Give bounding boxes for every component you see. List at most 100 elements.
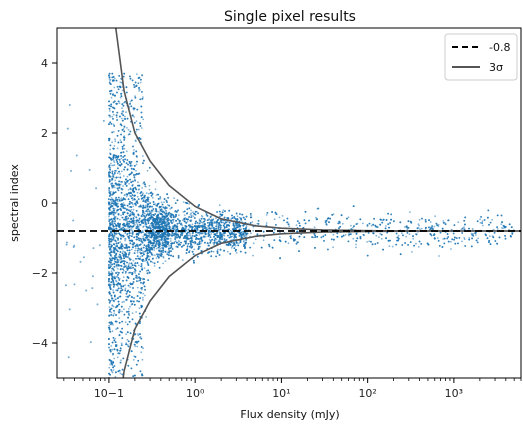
scatter-point bbox=[173, 228, 176, 231]
scatter-point bbox=[238, 216, 241, 219]
scatter-point bbox=[116, 172, 119, 175]
scatter-point bbox=[385, 225, 387, 227]
scatter-point bbox=[165, 210, 168, 213]
scatter-point bbox=[142, 250, 145, 253]
scatter-point bbox=[120, 197, 123, 200]
scatter-point bbox=[126, 343, 129, 346]
scatter-point bbox=[122, 381, 124, 383]
scatter-point bbox=[137, 188, 140, 191]
scatter-point bbox=[123, 147, 126, 150]
scatter-point bbox=[210, 233, 213, 235]
scatter-point bbox=[405, 235, 408, 238]
scatter-point bbox=[415, 242, 417, 245]
scatter-point bbox=[142, 347, 145, 350]
scatter-point bbox=[160, 201, 163, 204]
scatter-point bbox=[118, 384, 120, 386]
scatter-point bbox=[113, 207, 116, 210]
scatter-point bbox=[159, 196, 162, 199]
scatter-point bbox=[131, 229, 133, 232]
scatter-point bbox=[108, 324, 110, 327]
scatter-point bbox=[397, 234, 400, 237]
scatter-point bbox=[172, 221, 175, 223]
scatter-point bbox=[113, 77, 116, 80]
scatter-point bbox=[114, 140, 117, 143]
scatter-point bbox=[185, 227, 187, 230]
scatter-point bbox=[140, 288, 143, 291]
scatter-point bbox=[238, 242, 240, 245]
scatter-point bbox=[148, 224, 151, 227]
scatter-point bbox=[243, 235, 246, 238]
scatter-point bbox=[122, 110, 124, 112]
scatter-point bbox=[134, 223, 136, 226]
scatter-point bbox=[145, 204, 147, 207]
scatter-point bbox=[418, 218, 421, 221]
scatter-point bbox=[130, 195, 133, 198]
scatter-point bbox=[110, 345, 113, 347]
scatter-point bbox=[226, 250, 229, 253]
scatter-point bbox=[434, 215, 436, 218]
scatter-point bbox=[153, 265, 156, 267]
scatter-point bbox=[144, 185, 147, 188]
scatter-point bbox=[121, 301, 124, 304]
scatter-point bbox=[352, 226, 354, 229]
scatter-point bbox=[141, 187, 144, 189]
scatter-point bbox=[113, 161, 116, 164]
scatter-point bbox=[313, 226, 316, 229]
scatter-point bbox=[135, 140, 137, 143]
scatter-point bbox=[122, 185, 124, 187]
scatter-point bbox=[240, 219, 243, 222]
scatter-point bbox=[135, 120, 138, 123]
scatter-point bbox=[142, 296, 144, 299]
scatter-point bbox=[142, 235, 145, 238]
scatter-point bbox=[332, 246, 334, 249]
scatter-point bbox=[135, 311, 138, 313]
scatter-point bbox=[477, 237, 480, 240]
scatter-point bbox=[479, 218, 481, 221]
scatter-point bbox=[113, 312, 116, 315]
scatter-point bbox=[114, 138, 116, 141]
scatter-point bbox=[218, 204, 221, 207]
scatter-point bbox=[223, 234, 226, 237]
scatter-point bbox=[492, 228, 495, 231]
chart-title: Single pixel results bbox=[224, 9, 356, 25]
scatter-point bbox=[154, 188, 157, 191]
scatter-point bbox=[127, 227, 129, 229]
scatter-point bbox=[130, 228, 133, 230]
scatter-point bbox=[128, 262, 131, 265]
scatter-point bbox=[159, 197, 162, 200]
scatter-point bbox=[122, 384, 124, 386]
scatter-point bbox=[131, 199, 134, 202]
scatter-point bbox=[136, 333, 139, 335]
scatter-point bbox=[118, 102, 121, 104]
scatter-point bbox=[120, 342, 123, 345]
scatter-point bbox=[450, 248, 452, 250]
scatter-point bbox=[137, 181, 139, 184]
scatter-point bbox=[130, 208, 133, 211]
scatter-point bbox=[124, 287, 127, 290]
scatter-point bbox=[120, 382, 122, 384]
scatter-point bbox=[119, 96, 122, 99]
scatter-point bbox=[234, 224, 237, 227]
scatter-point bbox=[123, 194, 126, 197]
scatter-point bbox=[436, 237, 439, 240]
scatter-point bbox=[362, 222, 364, 225]
scatter-point bbox=[142, 155, 144, 157]
scatter-point bbox=[152, 244, 155, 247]
scatter-point bbox=[155, 247, 158, 250]
scatter-point bbox=[501, 227, 503, 229]
scatter-point bbox=[162, 225, 165, 227]
scatter-point bbox=[380, 238, 383, 240]
scatter-point bbox=[417, 246, 420, 248]
scatter-point bbox=[173, 197, 176, 200]
scatter-point bbox=[115, 379, 117, 381]
scatter-point bbox=[136, 380, 138, 382]
scatter-point bbox=[113, 186, 116, 189]
scatter-point bbox=[138, 307, 141, 310]
scatter-point bbox=[481, 220, 484, 223]
scatter-point bbox=[140, 380, 142, 382]
scatter-point bbox=[312, 236, 315, 239]
scatter-point bbox=[118, 259, 120, 262]
scatter-point bbox=[116, 285, 119, 287]
scatter-point bbox=[148, 188, 151, 191]
scatter-point bbox=[119, 381, 121, 383]
